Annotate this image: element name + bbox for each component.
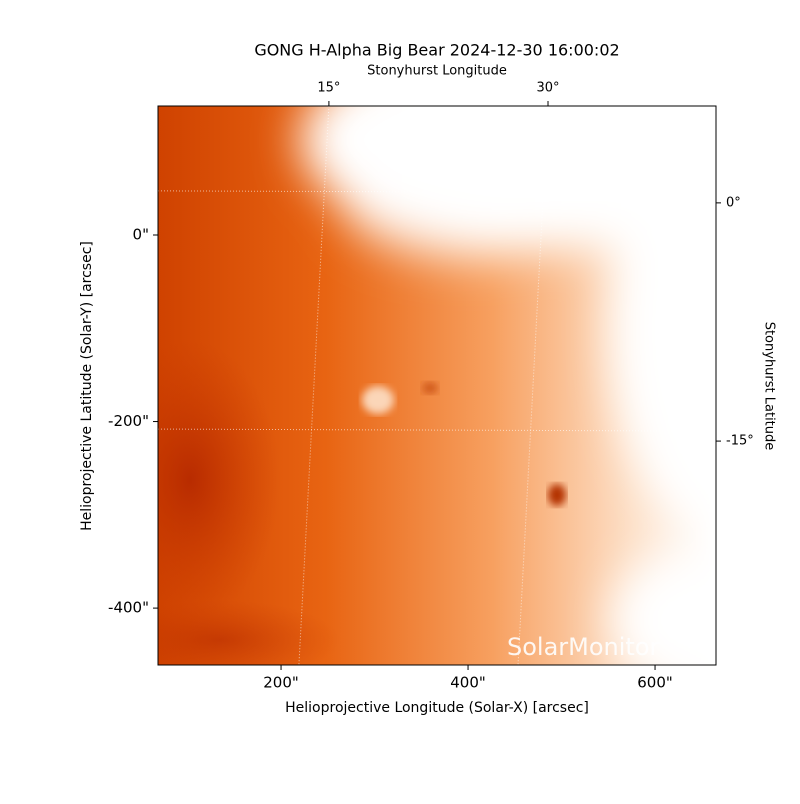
x-tick-label: 600" [637,674,673,692]
y-tick-label: -400" [108,599,149,617]
x-tick-label: 400" [450,674,486,692]
x2-tick-label: 15° [317,81,340,96]
y-tick-label: -200" [108,412,149,430]
grid-line [158,190,716,194]
y-axis-label: Helioprojective Latitude (Solar-Y) [arcs… [79,241,95,531]
grid-line [298,106,330,665]
watermark: SolarMonitor [507,633,660,661]
chart-title: GONG H-Alpha Big Bear 2024-12-30 16:00:0… [254,41,619,60]
x2-tick-label: 30° [536,81,559,96]
x2-axis-label: Stonyhurst Longitude [367,64,507,79]
grid-line [517,106,549,665]
x-axis-label: Helioprojective Longitude (Solar-X) [arc… [285,700,589,716]
y2-tick-label: 0° [726,195,741,210]
y-tick-label: 0" [133,226,149,244]
grid-line [158,428,716,432]
y2-axis-label: Stonyhurst Latitude [762,322,777,451]
plot-frame [157,105,717,666]
y2-tick-label: -15° [726,434,754,449]
x-tick-label: 200" [263,674,299,692]
solar-image [158,106,716,665]
